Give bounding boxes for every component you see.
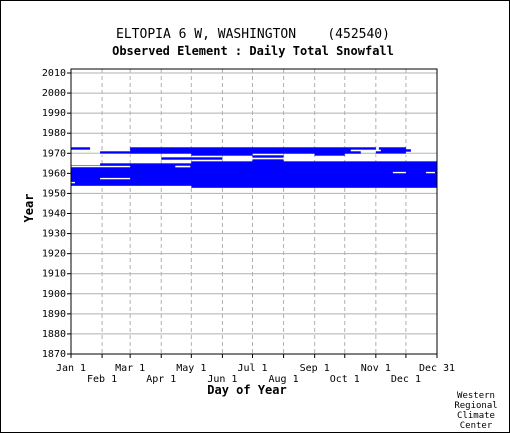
x-tick-label: Jun 1: [207, 374, 237, 385]
data-bar: [71, 171, 437, 174]
x-tick-label: May 1: [176, 363, 206, 374]
data-gap: [392, 171, 406, 174]
x-tick-label: Sep 1: [300, 363, 330, 374]
y-tick-label: 1870: [42, 349, 66, 360]
axis-ticks: 1870 1880 1890 1900 1910 1920 1930 1940 1950 1960…: [42, 68, 455, 385]
data-bar: [161, 157, 223, 160]
x-tick-label: Jul 1: [237, 363, 267, 374]
plot-area: [70, 68, 438, 355]
y-axis-label: Year: [22, 194, 36, 223]
data-bar: [380, 149, 411, 152]
x-tick-label: Oct 1: [330, 374, 360, 385]
y-tick-label: 2010: [42, 68, 66, 79]
data-gap: [71, 165, 131, 168]
x-tick-label: Apr 1: [146, 374, 176, 385]
y-tick-label: 1880: [42, 329, 66, 340]
data-bars: [71, 147, 437, 188]
x-tick-label: Feb 1: [87, 374, 117, 385]
credit-line-1: Western: [457, 391, 495, 401]
data-bar: [191, 161, 437, 164]
y-tick-label: 1910: [42, 269, 66, 280]
data-bar: [252, 159, 284, 162]
data-bar: [314, 153, 345, 156]
data-bar: [130, 149, 351, 152]
y-tick-label: 1990: [42, 108, 66, 119]
data-bar: [71, 147, 91, 150]
data-bar: [378, 147, 406, 150]
data-gap: [100, 177, 131, 180]
data-bar: [71, 173, 437, 176]
x-tick-label: Dec 1: [391, 374, 421, 385]
y-tick-label: 1960: [42, 168, 66, 179]
y-tick-label: 1970: [42, 148, 66, 159]
y-tick-label: 1890: [42, 309, 66, 320]
data-gap: [375, 153, 437, 156]
x-axis-label: Day of Year: [207, 383, 286, 397]
data-bar: [71, 183, 437, 186]
data-bar: [190, 165, 437, 168]
data-gap: [425, 171, 435, 174]
y-tick-label: 1980: [42, 128, 66, 139]
credit-line-4: Center: [460, 421, 493, 431]
y-tick-label: 1950: [42, 188, 66, 199]
chart-title: ELTOPIA 6 W, WASHINGTON (452540): [116, 27, 390, 42]
y-tick-label: 1920: [42, 249, 66, 260]
data-bar: [71, 179, 437, 182]
data-bar: [71, 177, 437, 180]
data-bar: [100, 151, 361, 154]
credit-line-2: Regional: [454, 401, 497, 411]
y-tick-label: 1930: [42, 229, 66, 240]
chart-subtitle: Observed Element : Daily Total Snowfall: [112, 44, 394, 58]
x-tick-label: Mar 1: [115, 363, 145, 374]
y-tick-label: 2000: [42, 88, 66, 99]
x-tick-label: Dec 31: [419, 363, 455, 374]
x-tick-label: Nov 1: [361, 363, 391, 374]
data-bar: [71, 181, 437, 184]
data-bar: [191, 185, 437, 188]
x-tick-label: Aug 1: [269, 374, 299, 385]
data-gap: [71, 153, 131, 156]
data-bar: [71, 169, 437, 172]
data-gap: [71, 181, 76, 184]
data-bar: [71, 167, 437, 170]
gridlines: [71, 69, 437, 355]
x-tick-label: Jan 1: [56, 363, 86, 374]
y-tick-label: 1940: [42, 209, 66, 220]
data-bar: [100, 163, 437, 166]
credit-line-3: Climate: [457, 411, 495, 421]
y-tick-label: 1900: [42, 289, 66, 300]
data-bar: [191, 153, 253, 156]
data-bar: [375, 151, 406, 154]
data-bar: [130, 147, 376, 150]
data-bar: [252, 155, 284, 158]
data-bar: [71, 175, 437, 178]
